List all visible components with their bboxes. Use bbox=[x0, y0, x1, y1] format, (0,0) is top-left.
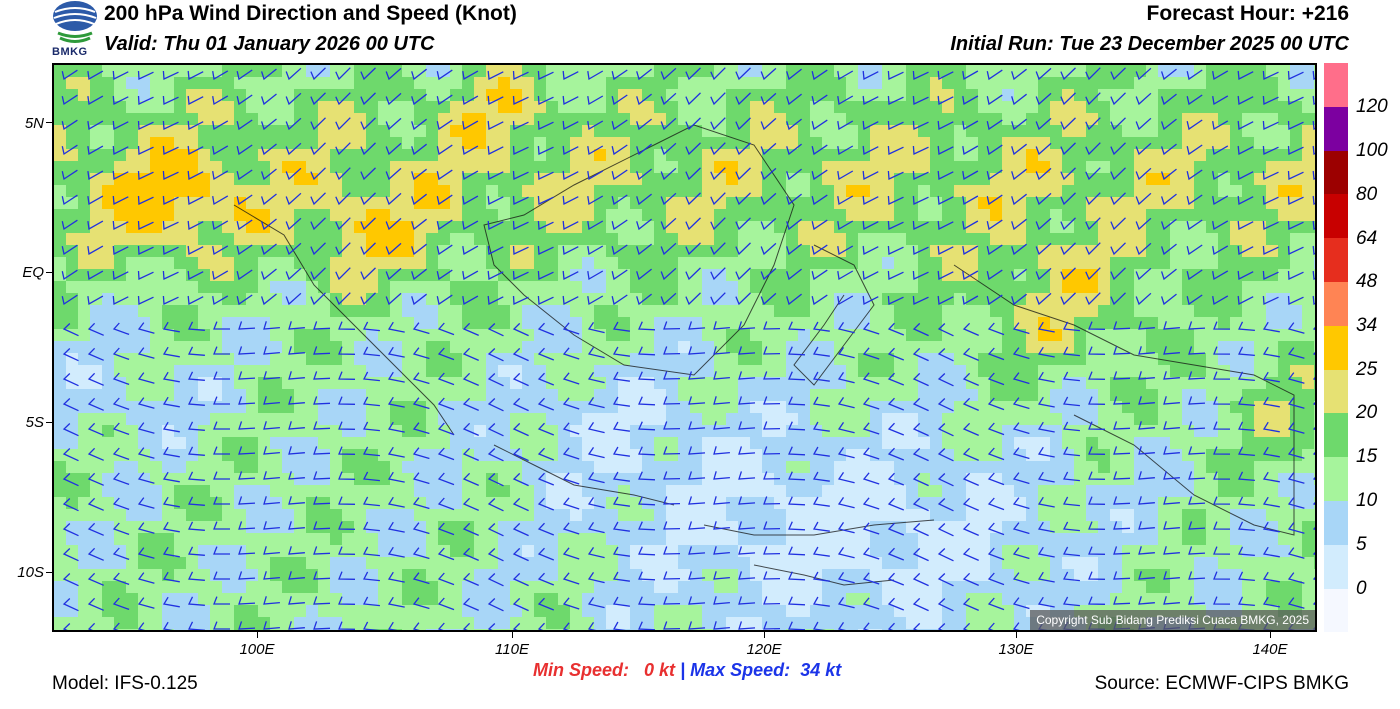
lon-label-130e: 130E bbox=[998, 641, 1034, 658]
colorbar-segment bbox=[1324, 588, 1348, 633]
colorbar-segment bbox=[1324, 544, 1348, 589]
wind-map bbox=[52, 63, 1317, 632]
colorbar-label-5: 5 bbox=[1356, 534, 1367, 555]
lat-label-5s: 5S bbox=[25, 414, 44, 431]
colorbar-label-100: 100 bbox=[1356, 140, 1388, 161]
max-speed-label: Max Speed: bbox=[690, 660, 791, 680]
colorbar bbox=[1324, 63, 1348, 633]
valid-time: Valid: Thu 01 January 2026 00 UTC bbox=[104, 33, 435, 55]
speed-separator: | bbox=[680, 660, 686, 680]
lat-label-eq: EQ bbox=[22, 264, 44, 281]
bmkg-logo bbox=[53, 1, 97, 43]
colorbar-label-25: 25 bbox=[1356, 359, 1378, 380]
colorbar-segment bbox=[1324, 194, 1348, 239]
lat-label-10s: 10S bbox=[17, 564, 44, 581]
forecast-hour: Forecast Hour: +216 bbox=[1146, 2, 1350, 25]
initial-run: Initial Run: Tue 23 December 2025 00 UTC bbox=[950, 33, 1349, 55]
colorbar-label-10: 10 bbox=[1356, 490, 1378, 511]
lon-label-110e: 110E bbox=[495, 641, 529, 658]
colorbar-segment bbox=[1324, 150, 1348, 195]
colorbar-segment bbox=[1324, 63, 1348, 107]
lon-label-100e: 100E bbox=[239, 641, 275, 658]
colorbar-segment bbox=[1324, 413, 1348, 458]
wind-speed-field bbox=[54, 65, 1315, 630]
colorbar-segment bbox=[1324, 457, 1348, 501]
lon-label-120e: 120E bbox=[746, 641, 782, 658]
colorbar-segment bbox=[1324, 281, 1348, 326]
colorbar-segment bbox=[1324, 500, 1348, 545]
source-label: Source: ECMWF-CIPS BMKG bbox=[1094, 673, 1349, 694]
colorbar-label-64: 64 bbox=[1356, 228, 1378, 249]
lat-label-5n: 5N bbox=[24, 115, 44, 132]
colorbar-label-48: 48 bbox=[1356, 271, 1378, 292]
colorbar-label-0: 0 bbox=[1356, 578, 1367, 599]
colorbar-label-15: 15 bbox=[1356, 446, 1378, 467]
colorbar-label-20: 20 bbox=[1356, 402, 1378, 423]
lon-label-140e: 140E bbox=[1252, 641, 1288, 658]
colorbar-segment bbox=[1324, 106, 1348, 151]
speed-summary: Min Speed: 0 kt | Max Speed: 34 kt bbox=[533, 660, 841, 681]
chart-title: 200 hPa Wind Direction and Speed (Knot) bbox=[104, 2, 517, 25]
model-label: Model: IFS-0.125 bbox=[52, 673, 198, 694]
min-speed-value: 0 kt bbox=[644, 660, 676, 680]
colorbar-label-120: 120 bbox=[1356, 96, 1388, 117]
copyright-note: Copyright Sub Bidang Prediksi Cuaca BMKG… bbox=[1030, 610, 1315, 630]
colorbar-label-80: 80 bbox=[1356, 184, 1378, 205]
logo-text: BMKG bbox=[52, 46, 88, 58]
colorbar-segment bbox=[1324, 325, 1348, 370]
colorbar-segment bbox=[1324, 369, 1348, 414]
colorbar-segment bbox=[1324, 238, 1348, 282]
min-speed-label: Min Speed: bbox=[533, 660, 630, 680]
colorbar-label-34: 34 bbox=[1356, 315, 1378, 336]
max-speed-value: 34 kt bbox=[800, 660, 842, 680]
